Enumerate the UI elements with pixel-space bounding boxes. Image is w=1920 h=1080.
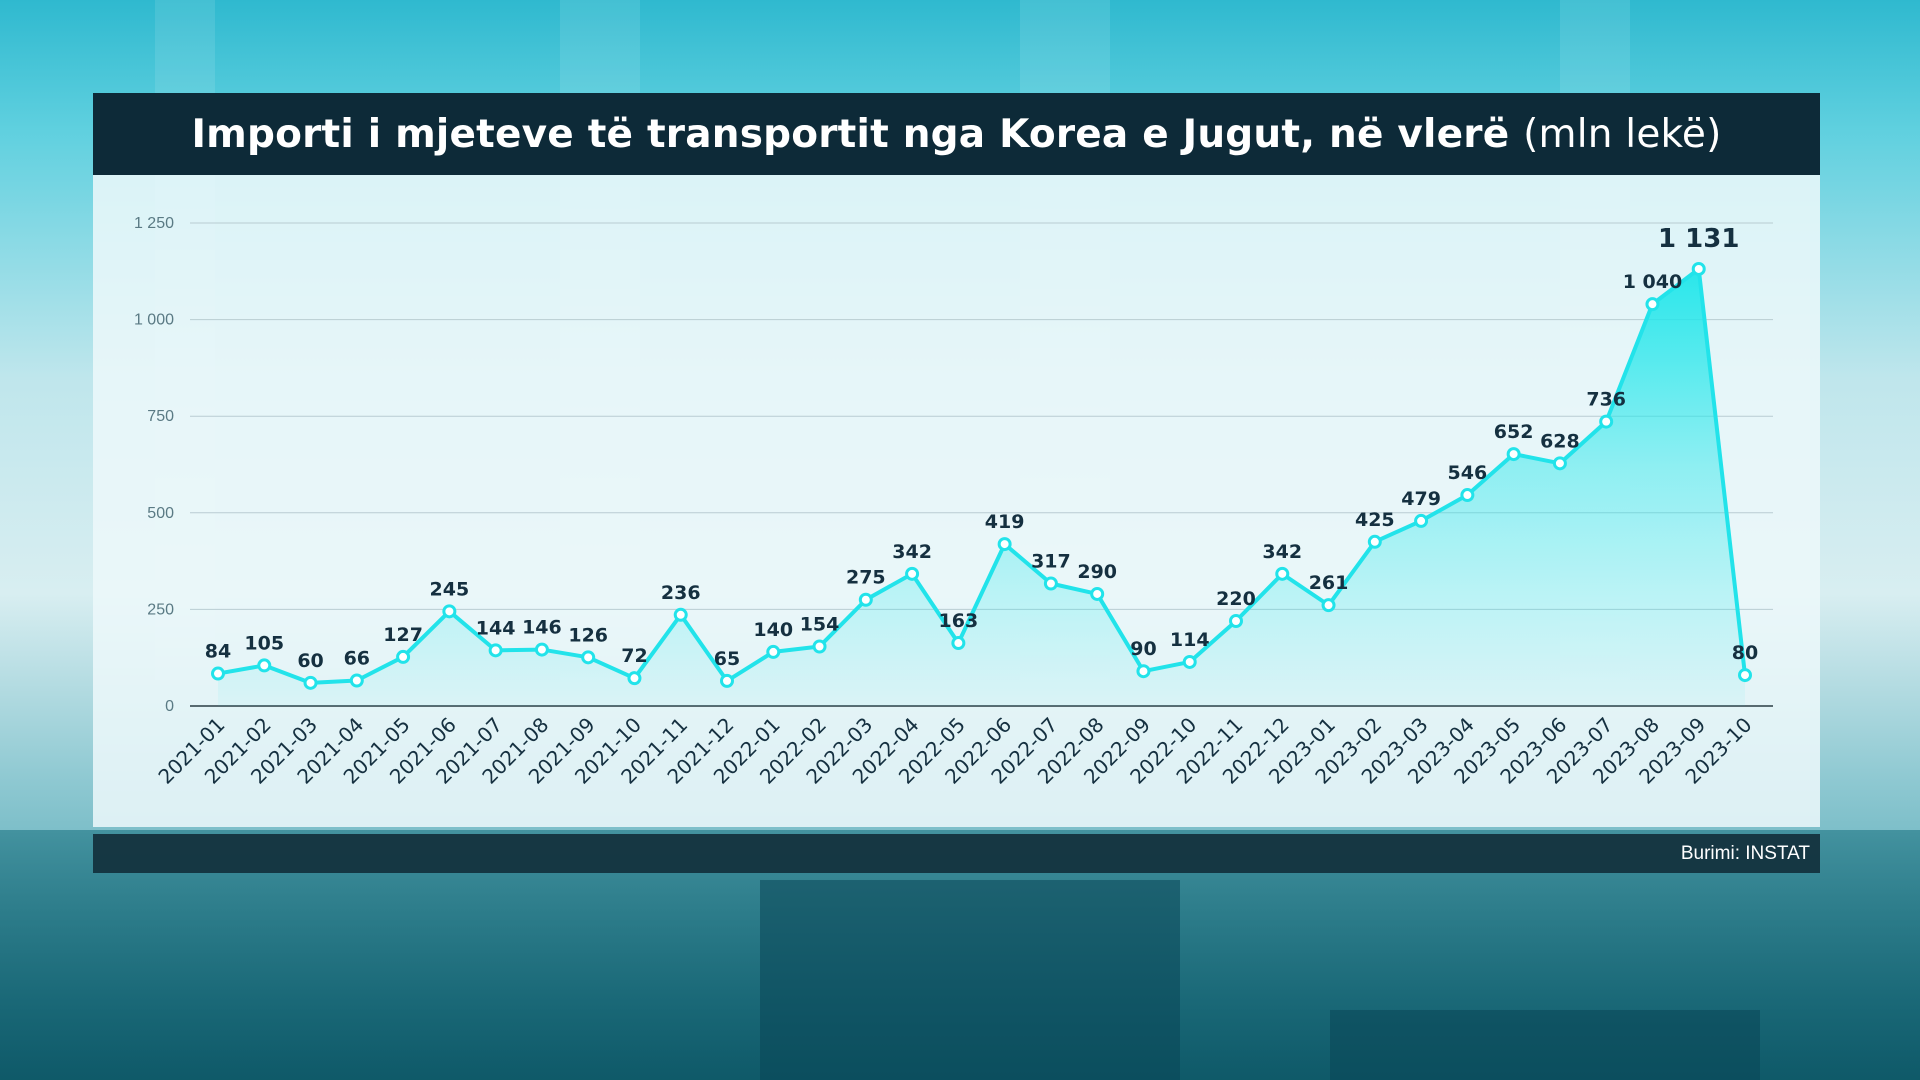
series-area (218, 268, 1745, 706)
footer-bar: Burimi: INSTAT (93, 834, 1820, 873)
data-point (257, 658, 272, 673)
data-point (1460, 488, 1475, 503)
data-label: 425 (1355, 509, 1395, 531)
data-point (396, 649, 411, 664)
data-point (581, 650, 596, 665)
data-point (1090, 586, 1105, 601)
data-label: 290 (1077, 561, 1117, 583)
data-point (1043, 576, 1058, 591)
data-label: 736 (1586, 389, 1626, 411)
background-slab (760, 880, 1180, 1080)
y-tick-label: 1 250 (134, 215, 174, 232)
data-point (858, 592, 873, 607)
data-point (997, 537, 1012, 552)
data-point (673, 607, 688, 622)
y-tick-label: 250 (147, 601, 174, 618)
data-label: 60 (297, 650, 323, 672)
area-chart: 0 250 500 750 1 000 1 250 84 105 60 66 127 245 144 14… (134, 215, 1773, 789)
background-slab (1330, 1010, 1760, 1080)
data-point (1367, 534, 1382, 549)
data-label: 114 (1170, 629, 1210, 651)
data-point (1321, 598, 1336, 613)
data-label: 126 (568, 624, 608, 646)
data-point (1182, 654, 1197, 669)
data-point (1599, 414, 1614, 429)
data-label: 275 (846, 567, 886, 589)
data-label: 140 (753, 619, 793, 641)
data-point (488, 643, 503, 658)
data-label: 546 (1448, 462, 1488, 484)
data-point (1136, 664, 1151, 679)
data-label: 220 (1216, 588, 1256, 610)
data-label: 261 (1309, 572, 1349, 594)
data-label: 479 (1401, 488, 1441, 510)
data-point (1645, 297, 1660, 312)
data-label: 146 (522, 617, 562, 639)
data-label: 245 (430, 578, 470, 600)
data-point (1691, 261, 1706, 276)
chart-title: Importi i mjeteve të transportit nga Kor… (191, 112, 1721, 157)
data-label: 84 (205, 641, 231, 663)
data-label: 72 (621, 645, 647, 667)
data-label: 419 (985, 511, 1025, 533)
data-label: 1 131 (1658, 224, 1739, 254)
source-label: Burimi: INSTAT (1680, 842, 1810, 864)
data-label: 342 (892, 541, 932, 563)
data-label: 163 (939, 610, 979, 632)
y-tick-label: 500 (147, 505, 174, 522)
data-point (211, 666, 225, 681)
data-point (303, 675, 318, 690)
data-point (627, 671, 642, 686)
data-point (1506, 447, 1521, 462)
y-tick-label: 0 (165, 698, 174, 715)
data-point (1552, 456, 1567, 471)
data-label: 652 (1494, 421, 1534, 443)
data-label: 236 (661, 582, 701, 604)
data-point (1229, 613, 1243, 628)
data-point (1414, 513, 1429, 528)
y-tick-label: 750 (147, 408, 174, 425)
chart-title-unit: (mln lekë) (1523, 111, 1722, 157)
data-label: 66 (344, 647, 370, 669)
data-point (720, 673, 734, 688)
series-line (217, 266, 1747, 685)
data-label: 90 (1130, 638, 1156, 660)
data-label: 154 (800, 613, 840, 635)
data-point (1738, 668, 1752, 683)
data-point (905, 566, 920, 581)
data-label: 65 (714, 648, 740, 670)
y-tick-label: 1 000 (134, 312, 174, 329)
data-label: 342 (1262, 541, 1302, 563)
title-bar: Importi i mjeteve të transportit nga Kor… (93, 93, 1820, 175)
data-label: 105 (244, 632, 284, 654)
data-label: 127 (383, 624, 423, 646)
chart-title-main: Importi i mjeteve të transportit nga Kor… (191, 111, 1510, 157)
chart-panel: Importi i mjeteve të transportit nga Kor… (93, 93, 1820, 873)
data-point (951, 636, 966, 651)
data-label: 1 040 (1623, 271, 1683, 293)
data-label: 317 (1031, 551, 1071, 573)
data-label: 144 (476, 617, 516, 639)
data-point (442, 604, 457, 619)
data-label: 628 (1540, 430, 1580, 452)
chart-area: 0 250 500 750 1 000 1 250 84 105 60 66 127 245 144 14… (93, 175, 1820, 827)
data-point (1275, 566, 1290, 581)
data-point (534, 642, 549, 657)
data-point (812, 639, 827, 654)
data-point (766, 644, 781, 659)
data-label: 80 (1732, 642, 1758, 664)
data-point (349, 673, 364, 688)
